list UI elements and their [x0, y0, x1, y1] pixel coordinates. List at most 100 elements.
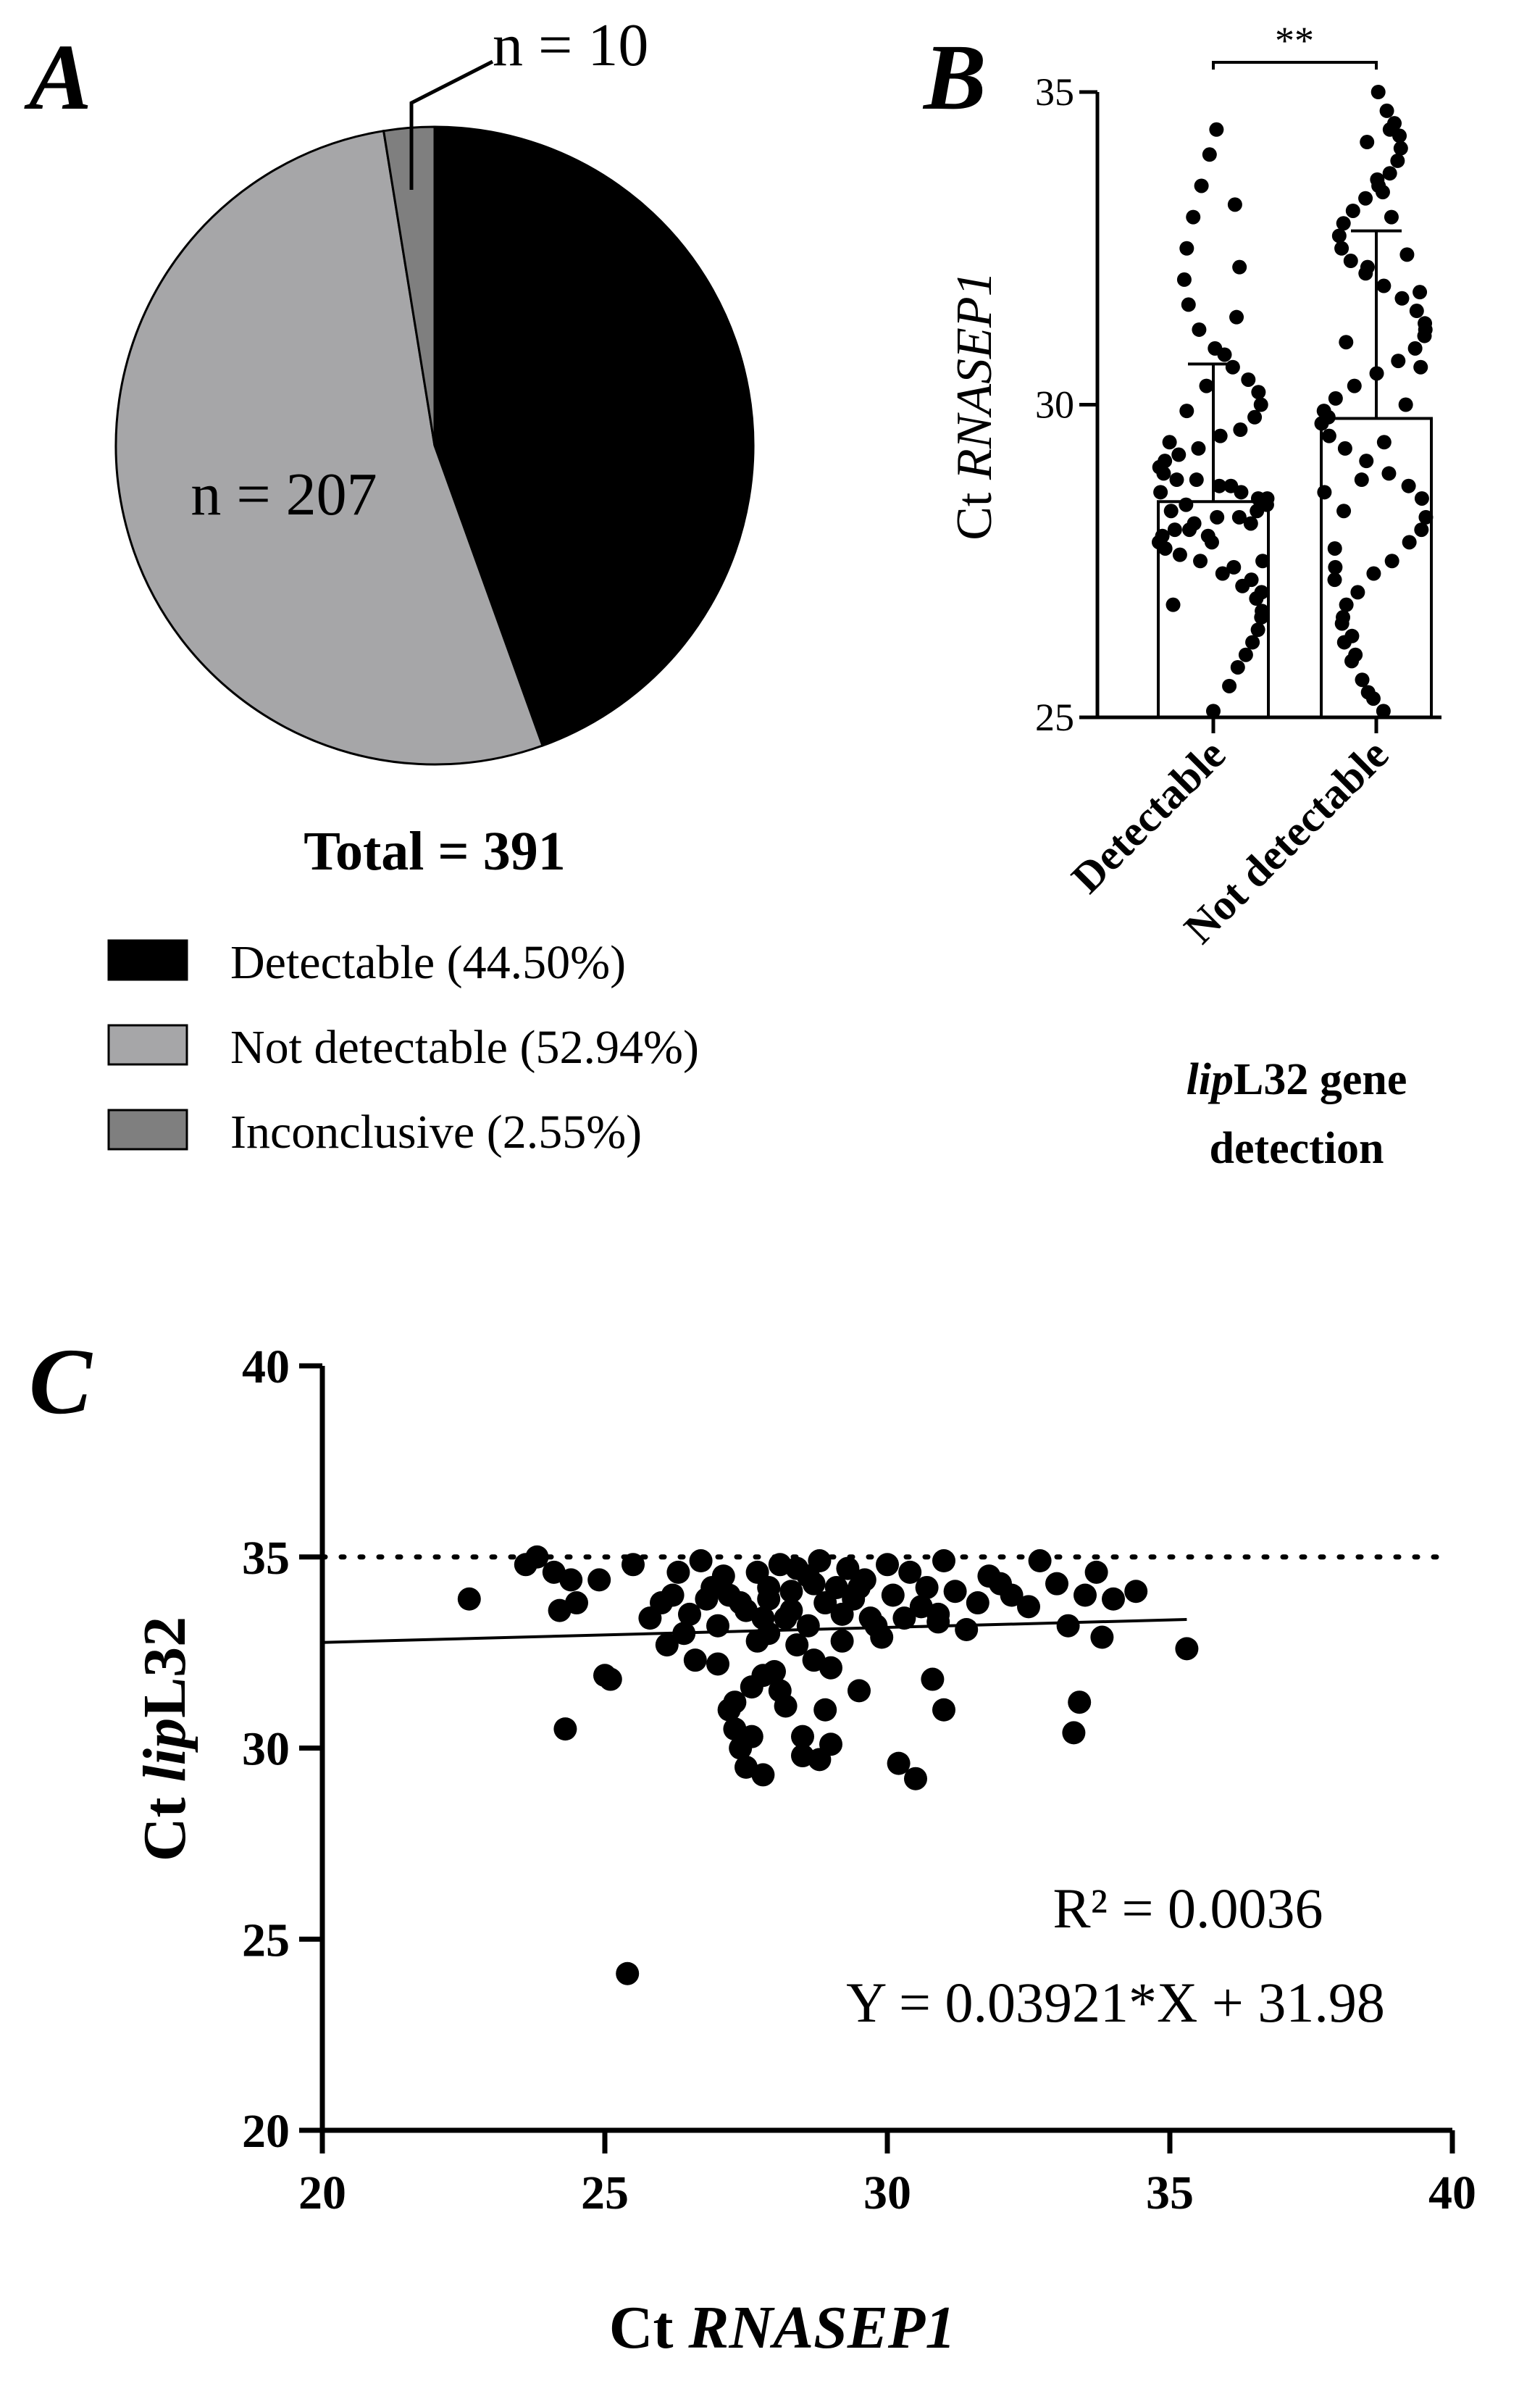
- pie-label-not-detectable: n = 207: [191, 461, 377, 528]
- b-data-point: [1317, 485, 1332, 500]
- b-data-point: [1382, 122, 1397, 137]
- b-data-point: [1399, 247, 1415, 262]
- b-data-point: [1345, 203, 1360, 218]
- b-data-point: [1358, 191, 1373, 206]
- c-data-point: [587, 1568, 611, 1592]
- b-data-point: [1186, 209, 1201, 225]
- b-data-point: [1222, 678, 1237, 693]
- b-data-point: [1331, 228, 1347, 243]
- b-data-point: [1360, 685, 1376, 700]
- b-data-point: [1250, 622, 1265, 638]
- b-data-point: [1191, 441, 1206, 456]
- c-y-tick-label: 35: [242, 1532, 290, 1585]
- b-data-point: [1418, 509, 1434, 525]
- legend-swatch-inconclusive: [107, 1109, 188, 1151]
- b-data-point: [1209, 122, 1224, 137]
- c-data-point: [717, 1698, 741, 1722]
- b-data-point: [1232, 259, 1247, 275]
- b-data-point: [1336, 504, 1352, 519]
- b-data-point: [1347, 378, 1362, 393]
- b-data-point: [1230, 659, 1245, 675]
- c-x-axis-title: Ct RNASEP1: [609, 2294, 955, 2361]
- c-data-point: [796, 1614, 820, 1638]
- b-data-point: [1167, 522, 1182, 538]
- b-y-axis: 25 30 35: [1035, 70, 1441, 739]
- c-data-point: [622, 1553, 645, 1577]
- c-x-tick-label: 40: [1428, 2167, 1476, 2219]
- c-data-point: [711, 1564, 735, 1588]
- b-data-point: [1375, 185, 1390, 200]
- b-data-point: [1182, 522, 1197, 538]
- b-data-point: [1401, 478, 1416, 493]
- b-data-point: [1376, 278, 1392, 293]
- c-data-point: [858, 1606, 882, 1630]
- c-y-tick-label: 25: [242, 1914, 290, 1967]
- c-data-point: [706, 1614, 729, 1638]
- pie-slice-not-detectable: [114, 129, 544, 766]
- b-category-detectable: Detectable: [1063, 730, 1234, 902]
- c-data-point: [1045, 1572, 1068, 1596]
- c-data-point: [683, 1648, 707, 1672]
- c-data-point: [757, 1587, 781, 1611]
- c-r2-annotation: R² = 0.0036: [1053, 1877, 1323, 1940]
- b-data-point: [1155, 528, 1170, 543]
- b-group-title-line2: detection: [1209, 1124, 1384, 1173]
- b-data-point: [1321, 428, 1336, 443]
- c-data-point: [706, 1652, 729, 1676]
- c-data-point: [824, 1575, 848, 1599]
- b-data-point: [1394, 291, 1410, 306]
- c-data-point: [525, 1545, 549, 1569]
- c-data-point: [881, 1583, 905, 1607]
- panel-c-letter: C: [29, 1330, 93, 1434]
- b-data-point: [1250, 491, 1265, 506]
- b-data-point: [1360, 259, 1375, 275]
- c-data-point: [932, 1698, 955, 1722]
- c-data-point: [892, 1606, 916, 1630]
- b-data-point: [1370, 172, 1385, 187]
- legend-swatch-detectable: [107, 939, 188, 981]
- c-y-tick-label: 20: [242, 2105, 290, 2158]
- b-data-point: [1152, 459, 1168, 475]
- b-data-point: [1382, 166, 1397, 181]
- b-y-tick-label: 25: [1035, 696, 1074, 739]
- b-y-axis-title: Ct RNASEP1: [947, 271, 1003, 540]
- c-data-point: [808, 1549, 832, 1573]
- b-data-point: [1172, 547, 1187, 562]
- c-data-point: [661, 1583, 685, 1607]
- b-data-point: [1350, 585, 1365, 600]
- b-group-title: lipL32 gene: [1187, 1055, 1407, 1104]
- c-data-point: [559, 1568, 583, 1592]
- c-axes: 20 25 30 35 40 20 25 30 35 40: [242, 1340, 1476, 2219]
- c-data-point: [457, 1587, 481, 1611]
- c-data-point: [921, 1667, 945, 1691]
- b-data-point: [1176, 272, 1192, 287]
- significance-bracket: [1212, 61, 1378, 70]
- panel-b-letter: B: [922, 25, 987, 130]
- b-data-point: [1391, 354, 1406, 369]
- c-data-point: [751, 1606, 775, 1630]
- c-equation-annotation: Y = 0.03921*X + 31.98: [846, 1971, 1385, 2034]
- c-data-point: [1028, 1549, 1052, 1573]
- b-data-point: [1409, 304, 1424, 319]
- b-y-tick-label: 30: [1035, 383, 1074, 427]
- b-data-point: [1244, 572, 1259, 588]
- b-data-point: [1343, 254, 1358, 269]
- b-data-point: [1336, 216, 1351, 231]
- b-data-point: [1169, 472, 1184, 488]
- c-y-tick-label: 40: [242, 1340, 290, 1393]
- b-data-point: [1247, 409, 1263, 425]
- b-data-point: [1229, 309, 1244, 325]
- c-data-point: [763, 1660, 786, 1683]
- c-data-point: [1090, 1625, 1114, 1649]
- c-data-point: [565, 1591, 588, 1615]
- b-data-point: [1215, 566, 1230, 581]
- b-data-point: [1233, 422, 1248, 438]
- c-data-point: [1062, 1721, 1086, 1745]
- b-data-point: [1359, 454, 1374, 469]
- significance-label: **: [1275, 19, 1314, 62]
- b-data-point: [1253, 397, 1268, 412]
- b-data-point: [1360, 135, 1375, 150]
- c-data-point: [729, 1591, 753, 1615]
